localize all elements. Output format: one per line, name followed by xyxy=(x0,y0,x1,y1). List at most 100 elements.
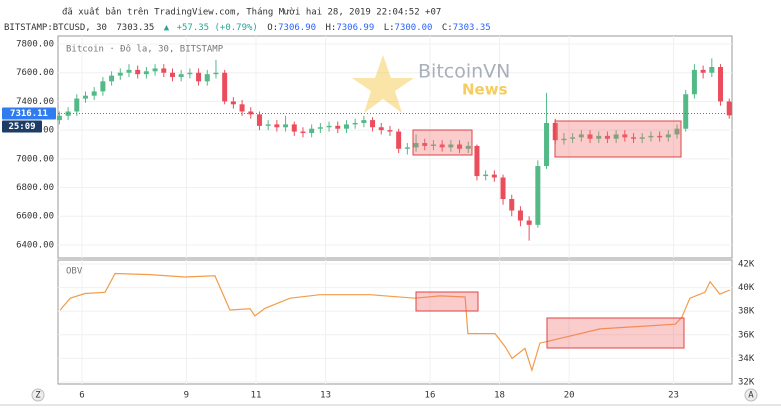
candle-body xyxy=(222,72,228,102)
y-tick-label: 7000.00 xyxy=(16,154,54,164)
y-tick-label: 7600.00 xyxy=(16,68,54,78)
candle-body xyxy=(100,81,106,92)
candle-body xyxy=(196,72,202,82)
candle-body xyxy=(561,138,567,141)
marks: 7316.11 25:09 xyxy=(2,58,732,373)
candle-body xyxy=(457,144,463,149)
last-price-label: 7316.11 xyxy=(10,109,48,119)
y-tick-label: 6400.00 xyxy=(16,240,54,250)
y-tick-label: 7800.00 xyxy=(16,40,54,50)
candle-body xyxy=(726,101,732,116)
candle-body xyxy=(631,137,637,139)
candle-body xyxy=(109,75,115,82)
x-tick-label: 20 xyxy=(564,391,575,401)
candle-body xyxy=(517,210,523,221)
button-label[interactable]: Z xyxy=(35,391,41,401)
candle-body xyxy=(500,177,506,200)
candle-body xyxy=(683,94,689,129)
open-label: O: xyxy=(267,23,278,33)
low-value: 7300.00 xyxy=(395,23,433,33)
x-tick-label: 13 xyxy=(320,391,331,401)
candle-body xyxy=(604,135,610,139)
obv-legend: OBV xyxy=(66,267,83,277)
candle-body xyxy=(326,125,332,128)
candle-body xyxy=(91,91,97,96)
candle-body xyxy=(230,101,236,105)
button-label[interactable]: A xyxy=(748,391,754,401)
open-value: 7306.90 xyxy=(278,23,316,33)
annotation-box xyxy=(415,291,479,312)
candle-body xyxy=(709,66,715,73)
candle-body xyxy=(317,127,323,129)
last-price-tag xyxy=(2,107,56,120)
candle-body xyxy=(448,144,454,148)
candle-body xyxy=(178,74,184,78)
y-tick-label: 36K xyxy=(738,330,755,340)
x-tick-label: 9 xyxy=(184,391,189,401)
last-price: 7303.35 xyxy=(116,23,154,33)
candle-body xyxy=(117,72,123,76)
candle-body xyxy=(691,69,697,95)
candle-body xyxy=(213,72,219,75)
close-label: C: xyxy=(442,23,453,33)
candle-body xyxy=(204,74,210,82)
candle-body xyxy=(587,134,593,139)
candle-body xyxy=(526,220,532,225)
candle-body xyxy=(413,143,419,148)
candle-body xyxy=(570,137,576,139)
candle-body xyxy=(152,68,158,72)
change: +57.35 (+0.79%) xyxy=(177,23,258,33)
candle-body xyxy=(657,135,663,138)
y-tick-label: 40K xyxy=(738,283,755,293)
y-tick-label: 6800.00 xyxy=(16,183,54,193)
close-value: 7303.35 xyxy=(453,23,491,33)
candle-body xyxy=(465,145,471,149)
y-tick-label: 32K xyxy=(738,377,755,387)
candle-body xyxy=(639,137,645,139)
watermark: BitcoinVN News xyxy=(352,55,510,113)
high-label: H: xyxy=(325,23,336,33)
price-panel xyxy=(57,35,733,259)
y-tick-label: 42K xyxy=(738,260,755,270)
candle-body xyxy=(126,69,132,73)
candle-body xyxy=(256,114,262,126)
candle-body xyxy=(474,145,480,177)
low-label: L: xyxy=(384,23,395,33)
candle-body xyxy=(509,199,515,211)
candle-body xyxy=(718,66,724,102)
candle-body xyxy=(300,131,306,134)
candle-body xyxy=(169,72,175,78)
candle-body xyxy=(674,128,680,135)
button[interactable] xyxy=(31,388,45,402)
published-note: đã xuất bản trên TradingView.com, Tháng … xyxy=(62,7,441,18)
candle-body xyxy=(483,174,489,177)
x-tick-label: 16 xyxy=(425,391,436,401)
candle-body xyxy=(544,122,550,167)
x-tick-label: 23 xyxy=(668,391,679,401)
candle-body xyxy=(387,130,393,132)
watermark-sub: News xyxy=(462,81,508,99)
candle-body xyxy=(622,134,628,138)
candle-body xyxy=(439,144,445,148)
watermark-star xyxy=(352,55,414,113)
annotation-box xyxy=(546,317,685,349)
candle-body xyxy=(239,104,245,112)
candle-body xyxy=(335,125,341,129)
button[interactable] xyxy=(744,388,758,402)
candle-body xyxy=(404,147,410,149)
candle-body xyxy=(596,135,602,139)
high-value: 7306.99 xyxy=(336,23,374,33)
y-tick-label: 7400.00 xyxy=(16,97,54,107)
x-tick-label: 11 xyxy=(251,391,262,401)
candle-body xyxy=(274,124,280,128)
candle-body xyxy=(578,134,584,138)
candle-body xyxy=(56,115,62,121)
annotation-box xyxy=(554,120,682,158)
candle-body xyxy=(396,131,402,149)
obv-panel xyxy=(57,259,733,385)
annotations xyxy=(412,120,685,349)
candle-body xyxy=(143,71,149,75)
price-legend: Bitcoin · Đô la, 30, BITSTAMP xyxy=(66,44,224,55)
